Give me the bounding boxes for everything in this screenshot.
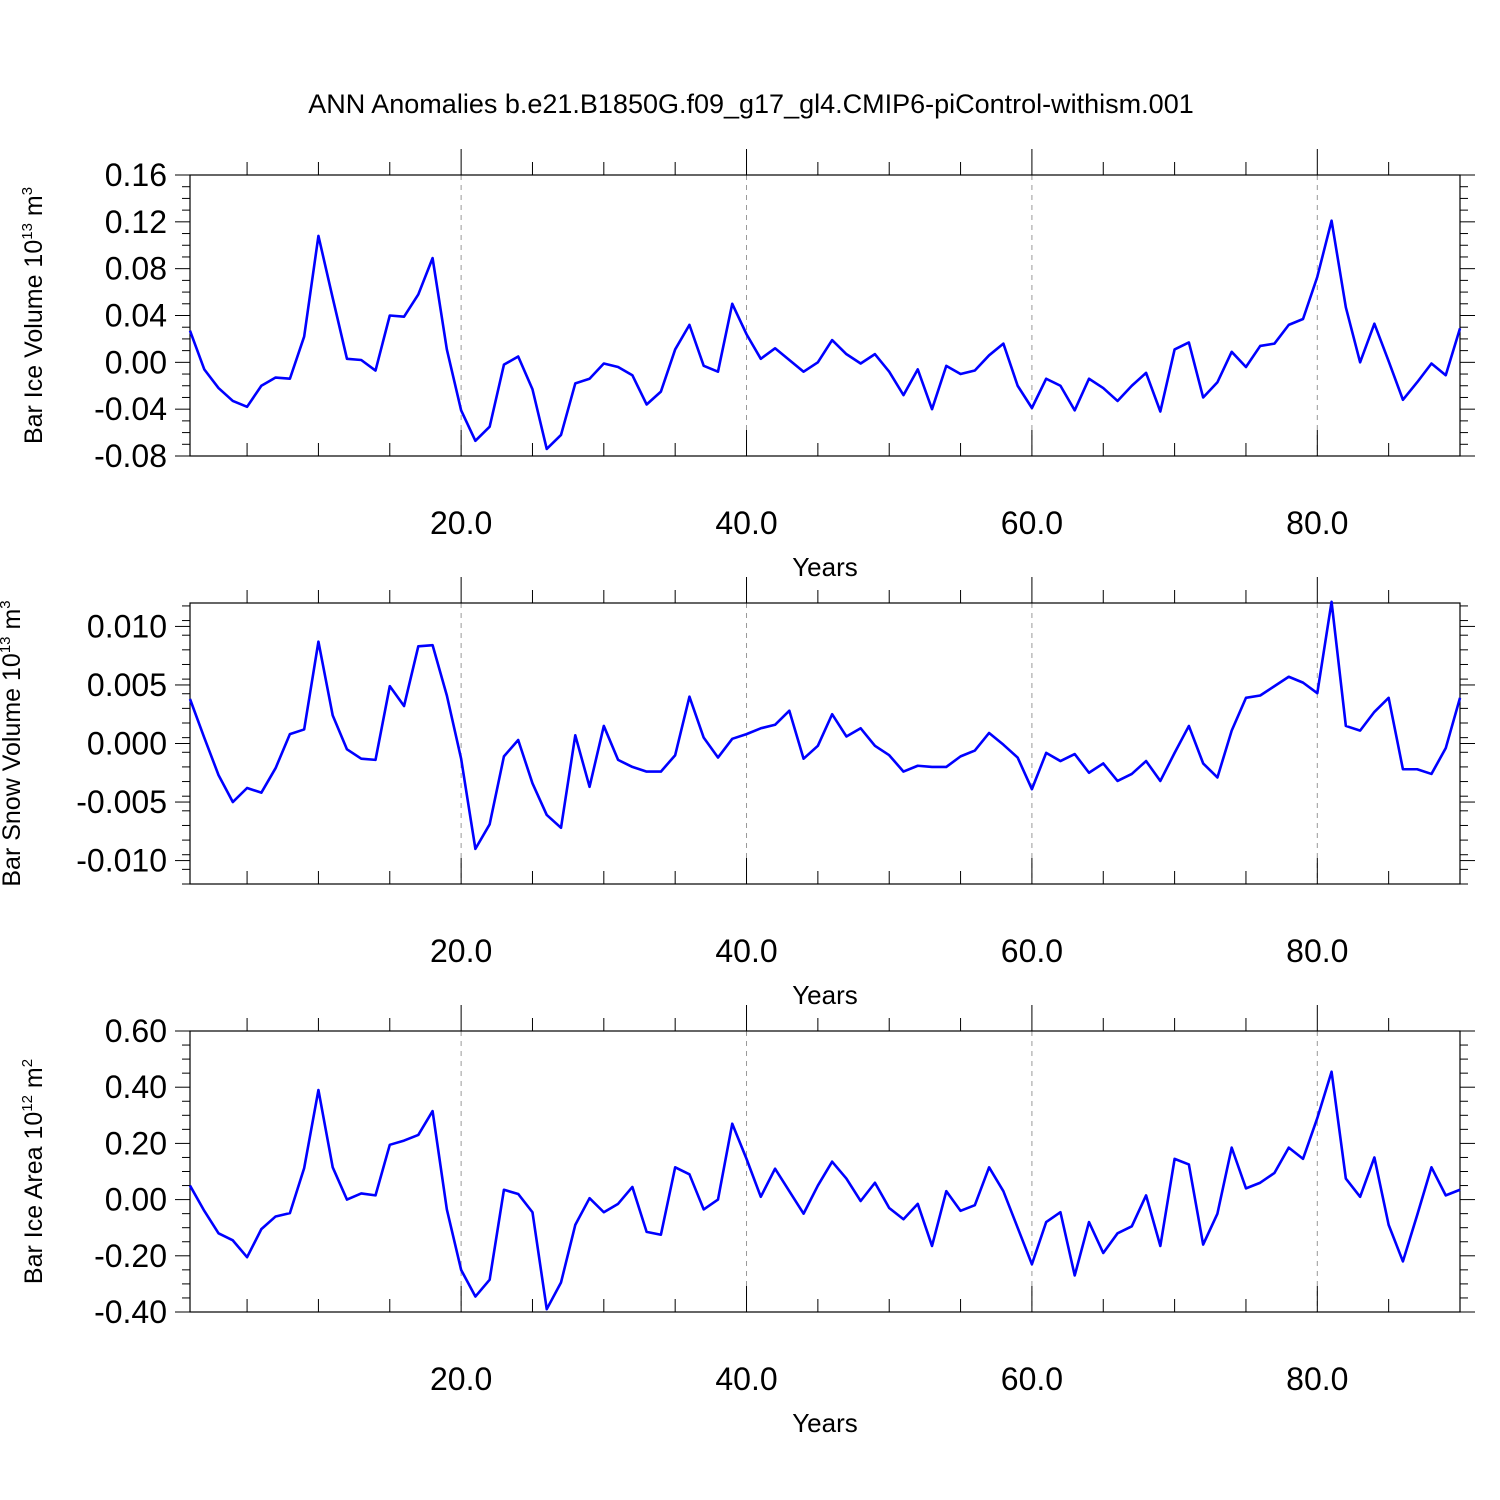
x-tick-label: 20.0 bbox=[430, 933, 492, 969]
y-tick-label: 0.16 bbox=[105, 157, 167, 193]
x-tick-label: 20.0 bbox=[430, 1361, 492, 1397]
panel-ice-area: 20.0 40.0 60.0 80.0 -0.40 -0.20 0.00 0.20 0.40 0.… bbox=[19, 1005, 1475, 1438]
x-tick-label: 60.0 bbox=[1001, 505, 1063, 541]
y-tick-label: 0.12 bbox=[105, 204, 167, 240]
x-tick-label: 80.0 bbox=[1286, 933, 1348, 969]
y-tick-label: 0.000 bbox=[87, 726, 167, 762]
y-tick-label: 0.005 bbox=[87, 667, 167, 703]
y-tick-label: -0.010 bbox=[76, 843, 167, 879]
x-tick-label: 80.0 bbox=[1286, 1361, 1348, 1397]
plot-frame bbox=[189, 1030, 1461, 1313]
x-tick-label: 20.0 bbox=[430, 505, 492, 541]
y-tick-label: 0.08 bbox=[105, 251, 167, 287]
y-tick-label: -0.005 bbox=[76, 784, 167, 820]
x-tick-label: 60.0 bbox=[1001, 933, 1063, 969]
y-axis-label: Bar Snow Volume 1013 m3 bbox=[0, 600, 26, 886]
x-tick-label: 40.0 bbox=[715, 505, 777, 541]
series-line bbox=[188, 219, 1462, 451]
panel-ice-volume: 20.0 40.0 60.0 80.0 -0.08 -0.04 0.00 0.04 0.08 0.… bbox=[19, 149, 1475, 582]
series-line bbox=[188, 1070, 1461, 1311]
series-line bbox=[188, 600, 1462, 851]
y-axis-label: Bar Ice Volume 1013 m3 bbox=[19, 187, 48, 444]
plot-frame bbox=[189, 602, 1461, 885]
y-tick-label: 0.00 bbox=[105, 1182, 167, 1218]
y-tick-label: -0.40 bbox=[94, 1294, 167, 1330]
x-tick-label: 40.0 bbox=[715, 1361, 777, 1397]
x-tick-label: 80.0 bbox=[1286, 505, 1348, 541]
y-tick-label: -0.04 bbox=[94, 391, 167, 427]
y-tick-label: 0.40 bbox=[105, 1069, 167, 1105]
y-tick-label: 0.00 bbox=[105, 344, 167, 380]
x-axis-label: Years bbox=[792, 552, 858, 582]
chart-title: ANN Anomalies b.e21.B1850G.f09_g17_gl4.C… bbox=[308, 89, 1193, 119]
panel-snow-volume: 20.0 40.0 60.0 80.0 -0.010 -0.005 0.000 0.005 0.… bbox=[0, 577, 1475, 1010]
y-tick-label: -0.08 bbox=[94, 438, 167, 474]
plot-frame bbox=[189, 174, 1461, 457]
x-axis-label: Years bbox=[792, 980, 858, 1010]
y-tick-label: 0.60 bbox=[105, 1013, 167, 1049]
y-tick-label: 0.010 bbox=[87, 608, 167, 644]
y-tick-label: -0.20 bbox=[94, 1238, 167, 1274]
y-tick-label: 0.04 bbox=[105, 298, 167, 334]
y-axis-label: Bar Ice Area 1012 m2 bbox=[19, 1059, 48, 1284]
y-tick-label: 0.20 bbox=[105, 1125, 167, 1161]
x-tick-label: 40.0 bbox=[715, 933, 777, 969]
x-tick-label: 60.0 bbox=[1001, 1361, 1063, 1397]
x-axis-label: Years bbox=[792, 1408, 858, 1438]
